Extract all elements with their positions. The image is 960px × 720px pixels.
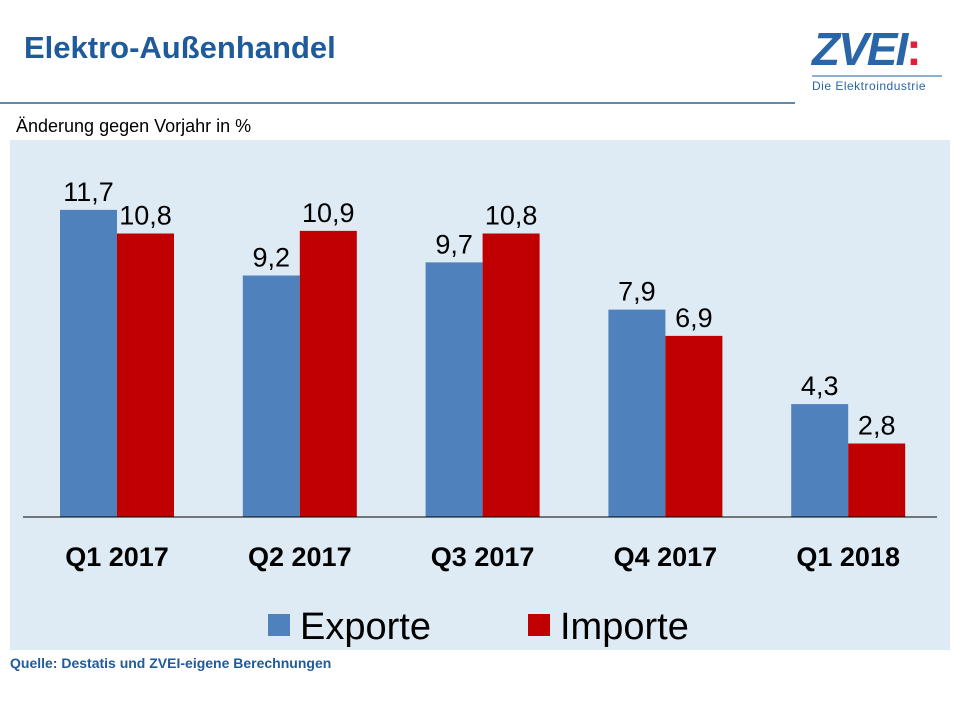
x-tick-label: Q3 2017 [431, 542, 535, 572]
legend-label: Exporte [300, 606, 431, 648]
legend-label: Importe [560, 606, 689, 648]
x-tick-label: Q2 2017 [248, 542, 352, 572]
bar-exporte [425, 262, 483, 517]
bar-exporte [791, 404, 849, 517]
data-label: 10,8 [485, 201, 538, 231]
x-tick-label: Q1 2018 [796, 542, 900, 572]
bar-importe [665, 335, 723, 517]
data-label: 4,3 [801, 371, 839, 401]
logo-subtitle: Die Elektroindustrie [812, 79, 927, 93]
source-note: Quelle: Destatis und ZVEI-eigene Berechn… [10, 655, 332, 671]
bar-importe [848, 443, 906, 517]
title-divider [0, 102, 795, 104]
legend-swatch-importe [528, 614, 550, 636]
data-label: 9,7 [435, 229, 473, 259]
bar-exporte [608, 309, 666, 517]
data-label: 7,9 [618, 277, 656, 307]
bar-importe [117, 233, 174, 517]
x-tick-label: Q1 2017 [65, 542, 169, 572]
legend-swatch-exporte [268, 614, 290, 636]
page-title: Elektro-Außenhandel [24, 30, 336, 65]
bar-exporte [242, 275, 300, 517]
data-label: 2,8 [858, 411, 896, 441]
x-tick-label: Q4 2017 [614, 542, 718, 572]
data-label: 6,9 [675, 303, 713, 333]
bar-exporte [60, 209, 117, 517]
data-label: 11,7 [63, 177, 114, 207]
chart-subtitle: Änderung gegen Vorjahr in % [16, 116, 252, 136]
bar-importe [482, 233, 540, 517]
bar-importe [299, 230, 357, 517]
data-label: 9,2 [253, 243, 291, 273]
zvei-logo: ZVEI: Die Elektroindustrie [812, 26, 942, 93]
data-label: 10,8 [119, 201, 172, 231]
data-label: 10,9 [302, 198, 355, 228]
